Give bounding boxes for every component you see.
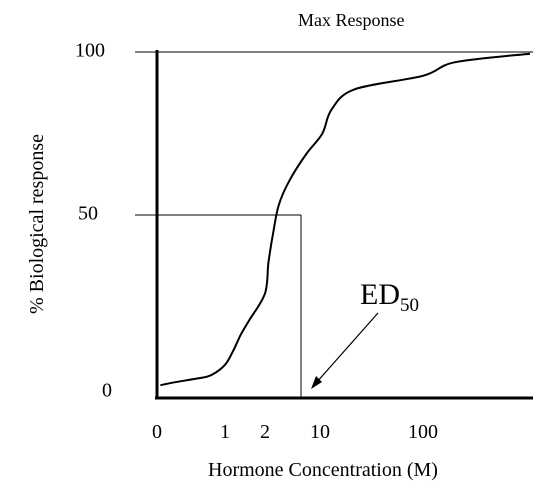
x-tick-label-1: 1 (220, 421, 230, 443)
max-response-label: Max Response (298, 10, 405, 30)
x-tick-label-10: 10 (310, 421, 330, 443)
ed50-label-main: ED (360, 278, 400, 311)
response-curve (160, 52, 531, 387)
x-tick-label-100: 100 (408, 421, 438, 443)
x-tick-label-0: 0 (152, 421, 162, 443)
y-tick-label-0: 0 (102, 380, 112, 402)
ed50-arrow-shaft (315, 312, 379, 384)
x-axis-title: Hormone Concentration (M) (208, 459, 438, 481)
ed50-arrow-head (311, 376, 322, 389)
y-tick-label-50: 50 (78, 203, 98, 225)
y-tick-label-100: 100 (75, 40, 105, 62)
x-tick-label-2: 2 (260, 421, 270, 443)
ed50-label-subscript: 50 (400, 295, 419, 316)
ed50-label: ED50 (360, 278, 419, 316)
y-axis-title: % Biological response (26, 134, 48, 314)
